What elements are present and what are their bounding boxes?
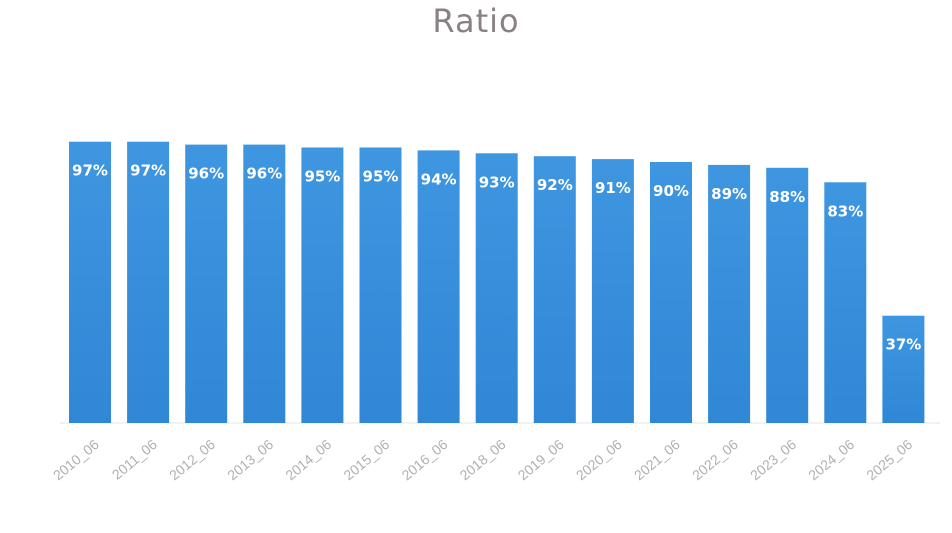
- bar-2019_06: [533, 156, 576, 423]
- bar-2013_06: [243, 144, 286, 423]
- data-label-2011_06: 97%: [130, 162, 166, 180]
- data-label-2020_06: 91%: [595, 179, 631, 197]
- x-tick-label-2015_06: 2015_06: [340, 436, 392, 483]
- x-tick-label-2025_06: 2025_06: [863, 436, 915, 483]
- bar-2016_06: [417, 150, 460, 423]
- data-label-2022_06: 89%: [711, 185, 747, 203]
- bar-2022_06: [708, 164, 751, 423]
- data-label-2012_06: 96%: [188, 165, 224, 183]
- data-label-2025_06: 37%: [885, 336, 921, 354]
- x-tick-label-2013_06: 2013_06: [224, 436, 276, 483]
- x-tick-label-2022_06: 2022_06: [689, 436, 741, 483]
- chart-title: Ratio: [432, 2, 520, 40]
- x-tick-label-2021_06: 2021_06: [631, 436, 683, 483]
- bar-2011_06: [127, 141, 170, 423]
- x-tick-label-2010_06: 2010_06: [50, 436, 102, 483]
- x-tick-label-2014_06: 2014_06: [282, 436, 334, 483]
- data-label-2024_06: 83%: [827, 202, 863, 220]
- bar-2024_06: [824, 182, 867, 423]
- bar-2023_06: [766, 167, 809, 423]
- x-tick-label-2012_06: 2012_06: [166, 436, 218, 483]
- bar-2020_06: [591, 159, 634, 423]
- data-label-2021_06: 90%: [653, 182, 689, 200]
- data-label-2023_06: 88%: [769, 188, 805, 206]
- data-label-2013_06: 96%: [246, 165, 282, 183]
- bar-2025_06: [882, 315, 925, 423]
- x-tick-label-2019_06: 2019_06: [515, 436, 567, 483]
- bar-2018_06: [475, 153, 518, 424]
- bar-2015_06: [359, 147, 402, 423]
- x-tick-label-2023_06: 2023_06: [747, 436, 799, 483]
- x-tick-label-2016_06: 2016_06: [398, 436, 450, 483]
- data-label-2010_06: 97%: [72, 162, 108, 180]
- bar-2010_06: [69, 141, 111, 423]
- data-label-2014_06: 95%: [304, 168, 340, 186]
- data-label-2016_06: 94%: [421, 170, 457, 188]
- data-label-2015_06: 95%: [363, 168, 399, 186]
- bar-2021_06: [650, 162, 692, 423]
- data-label-2018_06: 93%: [479, 173, 515, 191]
- x-tick-label-2024_06: 2024_06: [805, 436, 857, 483]
- x-tick-label-2011_06: 2011_06: [109, 436, 160, 483]
- x-tick-label-2020_06: 2020_06: [573, 436, 625, 483]
- data-label-2019_06: 92%: [537, 176, 573, 194]
- bar-2014_06: [301, 147, 344, 423]
- x-tick-label-2018_06: 2018_06: [457, 436, 509, 483]
- bar-2012_06: [185, 144, 228, 423]
